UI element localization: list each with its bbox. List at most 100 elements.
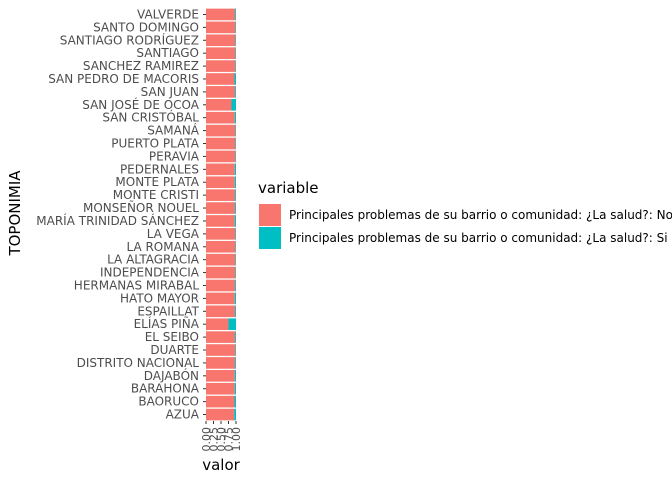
legend-key-si <box>259 227 281 249</box>
y-tick-label: DAJABÓN <box>144 368 199 383</box>
bar-no <box>206 305 236 318</box>
bar-no <box>206 318 229 331</box>
y-tick-label: ESPAILLAT <box>137 304 199 318</box>
bar-si <box>234 382 236 395</box>
y-tick-label: PEDERNALES <box>120 162 199 176</box>
bar-si <box>235 8 236 21</box>
bar-si <box>235 228 236 240</box>
bar-no <box>206 111 235 124</box>
bar-si <box>234 111 236 124</box>
bar-si <box>235 240 236 253</box>
bar-si <box>228 318 236 331</box>
y-tick-label: LA ALTAGRACIA <box>107 253 200 267</box>
bar-si <box>235 21 236 34</box>
bar-si <box>234 408 236 421</box>
bar-no <box>206 370 235 382</box>
y-tick-label: MONSEÑOR NOUEL <box>83 200 199 215</box>
y-tick-label: HATO MAYOR <box>120 291 199 305</box>
x-tick-label: 0.50 <box>215 427 228 452</box>
bar-si <box>235 189 236 201</box>
y-tick-label: BARAHONA <box>131 382 200 396</box>
x-tick-label: 0.75 <box>223 427 236 452</box>
bar-si <box>235 305 236 318</box>
y-tick-label: MONTE CRISTI <box>113 188 199 202</box>
bar-si <box>235 34 236 47</box>
bar-si <box>235 86 236 98</box>
bar-no <box>206 47 236 59</box>
bar-si <box>231 98 236 111</box>
y-tick-label: LA ROMANA <box>126 240 199 254</box>
x-axis-ticks: 0.000.250.500.751.00 <box>200 421 243 452</box>
legend-key-no <box>259 204 281 226</box>
y-tick-label: INDEPENDENCIA <box>100 266 200 280</box>
y-tick-label: SANTIAGO <box>136 46 199 60</box>
bar-si <box>234 73 236 85</box>
y-tick-label: PUERTO PLATA <box>111 137 200 151</box>
bar-no <box>206 253 236 266</box>
y-tick-label: SANTO DOMINGO <box>93 20 199 34</box>
bar-no <box>206 279 236 292</box>
legend-items: Principales problemas de su barrio o com… <box>259 204 672 249</box>
bar-no <box>206 98 232 111</box>
bar-no <box>206 395 235 408</box>
bar-no <box>206 137 236 150</box>
bar-no <box>206 240 236 253</box>
legend-label-no: Principales problemas de su barrio o com… <box>289 208 672 222</box>
bar-no <box>206 357 236 369</box>
y-tick-label: MONTE PLATA <box>115 175 199 189</box>
x-axis-title: valor <box>202 456 240 474</box>
bar-si <box>235 124 236 137</box>
bar-si <box>235 253 236 266</box>
bar-no <box>206 189 236 201</box>
bar-no <box>206 202 236 214</box>
bar-no <box>206 228 236 240</box>
legend-label-si: Principales problemas de su barrio o com… <box>289 231 668 245</box>
bar-no <box>206 73 235 85</box>
bar-no <box>206 60 236 72</box>
y-tick-label: ELÍAS PIÑA <box>134 316 200 331</box>
y-tick-label: EL SEIBO <box>145 330 199 344</box>
bar-no <box>206 344 236 356</box>
bar-si <box>235 202 236 214</box>
y-tick-label: PERAVIA <box>149 149 200 163</box>
bar-si <box>235 137 236 150</box>
y-tick-label: SAN PEDRO DE MACORIS <box>48 72 199 86</box>
bar-si <box>235 266 236 279</box>
bar-si <box>235 60 236 72</box>
bar-si <box>234 292 236 305</box>
y-tick-label: DISTRITO NACIONAL <box>77 356 200 370</box>
bar-no <box>206 292 235 305</box>
x-tick-label: 0.00 <box>200 427 213 452</box>
y-tick-label: VALVERDE <box>137 7 199 21</box>
x-tick-label: 1.00 <box>230 427 243 452</box>
y-tick-label: BAORUCO <box>138 395 199 409</box>
bar-si <box>234 176 236 189</box>
bar-si <box>235 47 236 59</box>
bar-si <box>234 395 236 408</box>
y-tick-label: SAN JOSÉ DE OCOA <box>82 97 200 112</box>
bar-no <box>206 34 236 47</box>
bar-si <box>235 150 236 163</box>
y-tick-label: SAN CRISTÓBAL <box>102 110 199 125</box>
bar-no <box>206 176 235 189</box>
bar-no <box>206 382 235 395</box>
bar-si <box>234 370 236 382</box>
bar-no <box>206 21 236 34</box>
y-tick-label: MARÍA TRINIDAD SÁNCHEZ <box>36 213 199 228</box>
bar-si <box>235 279 236 292</box>
legend-title: variable <box>258 179 319 197</box>
y-tick-label: SANTIAGO RODRÍGUEZ <box>60 32 199 47</box>
y-tick-label: SAMANÁ <box>147 123 200 138</box>
bar-si <box>235 344 236 356</box>
bar-si <box>234 215 236 227</box>
y-tick-label: DUARTE <box>150 343 199 357</box>
bar-no <box>206 331 236 343</box>
bar-no <box>206 163 235 176</box>
bar-no <box>206 150 236 163</box>
bar-no <box>206 8 236 21</box>
bar-no <box>206 408 235 421</box>
y-tick-label: HERMANAS MIRABAL <box>74 278 200 292</box>
bar-no <box>206 215 235 227</box>
